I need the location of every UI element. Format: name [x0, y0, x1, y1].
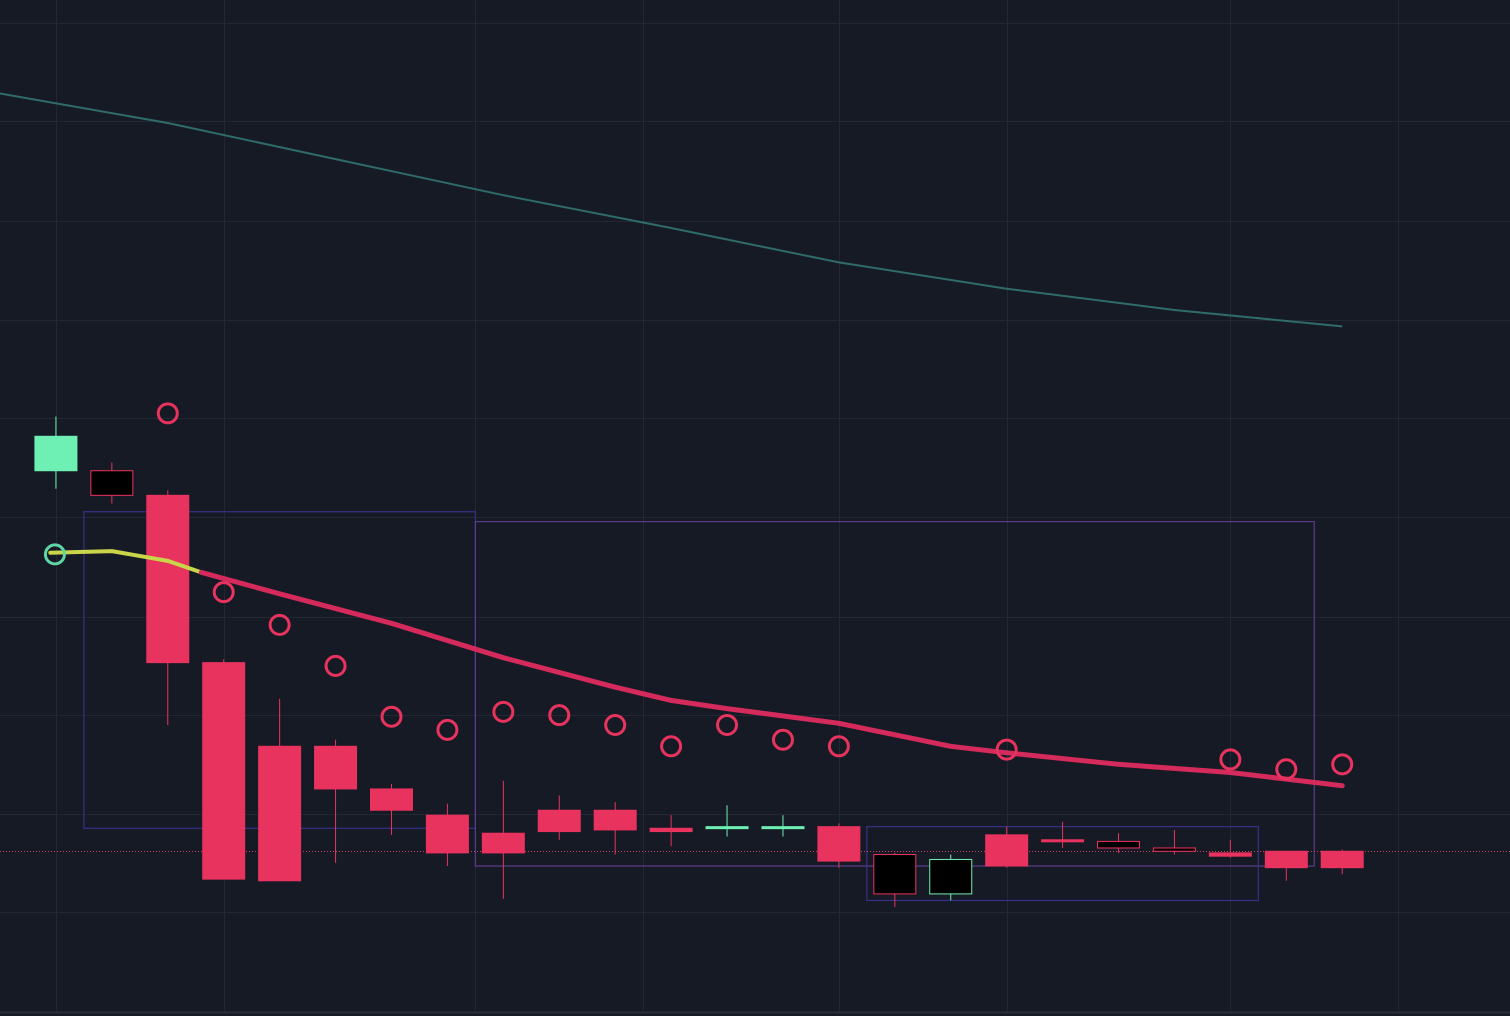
candle [202, 659, 246, 880]
candle [929, 854, 973, 901]
signal-marker-circle [324, 654, 347, 677]
candle-body [34, 435, 78, 472]
candle [258, 698, 302, 882]
candle [146, 490, 190, 725]
candle-body [873, 854, 917, 895]
signal-marker-circle [1275, 758, 1298, 781]
candle-body [1320, 850, 1364, 869]
candle-body [1041, 839, 1085, 843]
signal-marker-circle [1331, 753, 1354, 776]
candle [34, 416, 78, 489]
signal-marker-circle [492, 700, 515, 723]
fast-moving-average-bull-segment [48, 549, 204, 575]
fast-moving-average-bear-segment [198, 569, 1345, 789]
candle-body [1264, 850, 1308, 869]
candles-layer [34, 416, 1364, 908]
candle [593, 802, 637, 855]
candle-body [817, 826, 861, 862]
candle [369, 784, 413, 835]
signal-marker-circle [548, 704, 571, 727]
candle [761, 815, 805, 837]
signal-markers-layer [43, 402, 1354, 781]
candle [873, 852, 917, 908]
candle-body [425, 814, 469, 854]
signal-marker-circle [268, 613, 291, 636]
candle-body [1208, 852, 1252, 857]
candle [481, 780, 525, 899]
candle-body [985, 834, 1029, 867]
candle-body [258, 745, 302, 882]
signal-marker-circle [827, 735, 850, 758]
candle [1208, 839, 1252, 858]
candle [817, 823, 861, 868]
candle-body [649, 827, 693, 833]
candle [1097, 833, 1141, 853]
signal-marker-circle [604, 713, 627, 736]
candle [1041, 821, 1085, 848]
bull-signal-marker-circle [43, 543, 66, 566]
candle-body [537, 809, 581, 833]
candle-body [593, 809, 637, 831]
slow-moving-average-line [0, 92, 1343, 328]
candle-body [1097, 840, 1141, 849]
candle [1320, 849, 1364, 875]
candle [314, 739, 358, 863]
signal-marker-circle [436, 718, 459, 741]
signal-marker-circle [1219, 748, 1242, 771]
candle-body [90, 470, 134, 496]
signal-marker-circle [771, 728, 794, 751]
signal-marker-circle [212, 581, 235, 604]
candle [985, 826, 1029, 868]
signal-marker-circle [995, 738, 1018, 761]
signal-marker-circle [716, 713, 739, 736]
candle [649, 815, 693, 847]
signal-marker-circle [380, 705, 403, 728]
candle-body [761, 826, 805, 830]
signal-marker-circle [660, 735, 683, 758]
candle-body [146, 494, 190, 664]
candle [425, 803, 469, 867]
candle [705, 805, 749, 837]
signal-marker-circle [156, 402, 179, 425]
fast-moving-average-layer [48, 549, 1345, 789]
candle [90, 462, 134, 504]
candle-body [705, 826, 749, 830]
candle-body [929, 858, 973, 895]
candle-body [369, 788, 413, 811]
candle [1152, 829, 1196, 855]
slow-moving-average-layer [0, 92, 1343, 328]
candle [537, 795, 581, 840]
candle-body [481, 832, 525, 854]
candle-body [202, 662, 246, 880]
candle [1264, 850, 1308, 881]
candle-body [1152, 847, 1196, 852]
candle-body [314, 745, 358, 790]
